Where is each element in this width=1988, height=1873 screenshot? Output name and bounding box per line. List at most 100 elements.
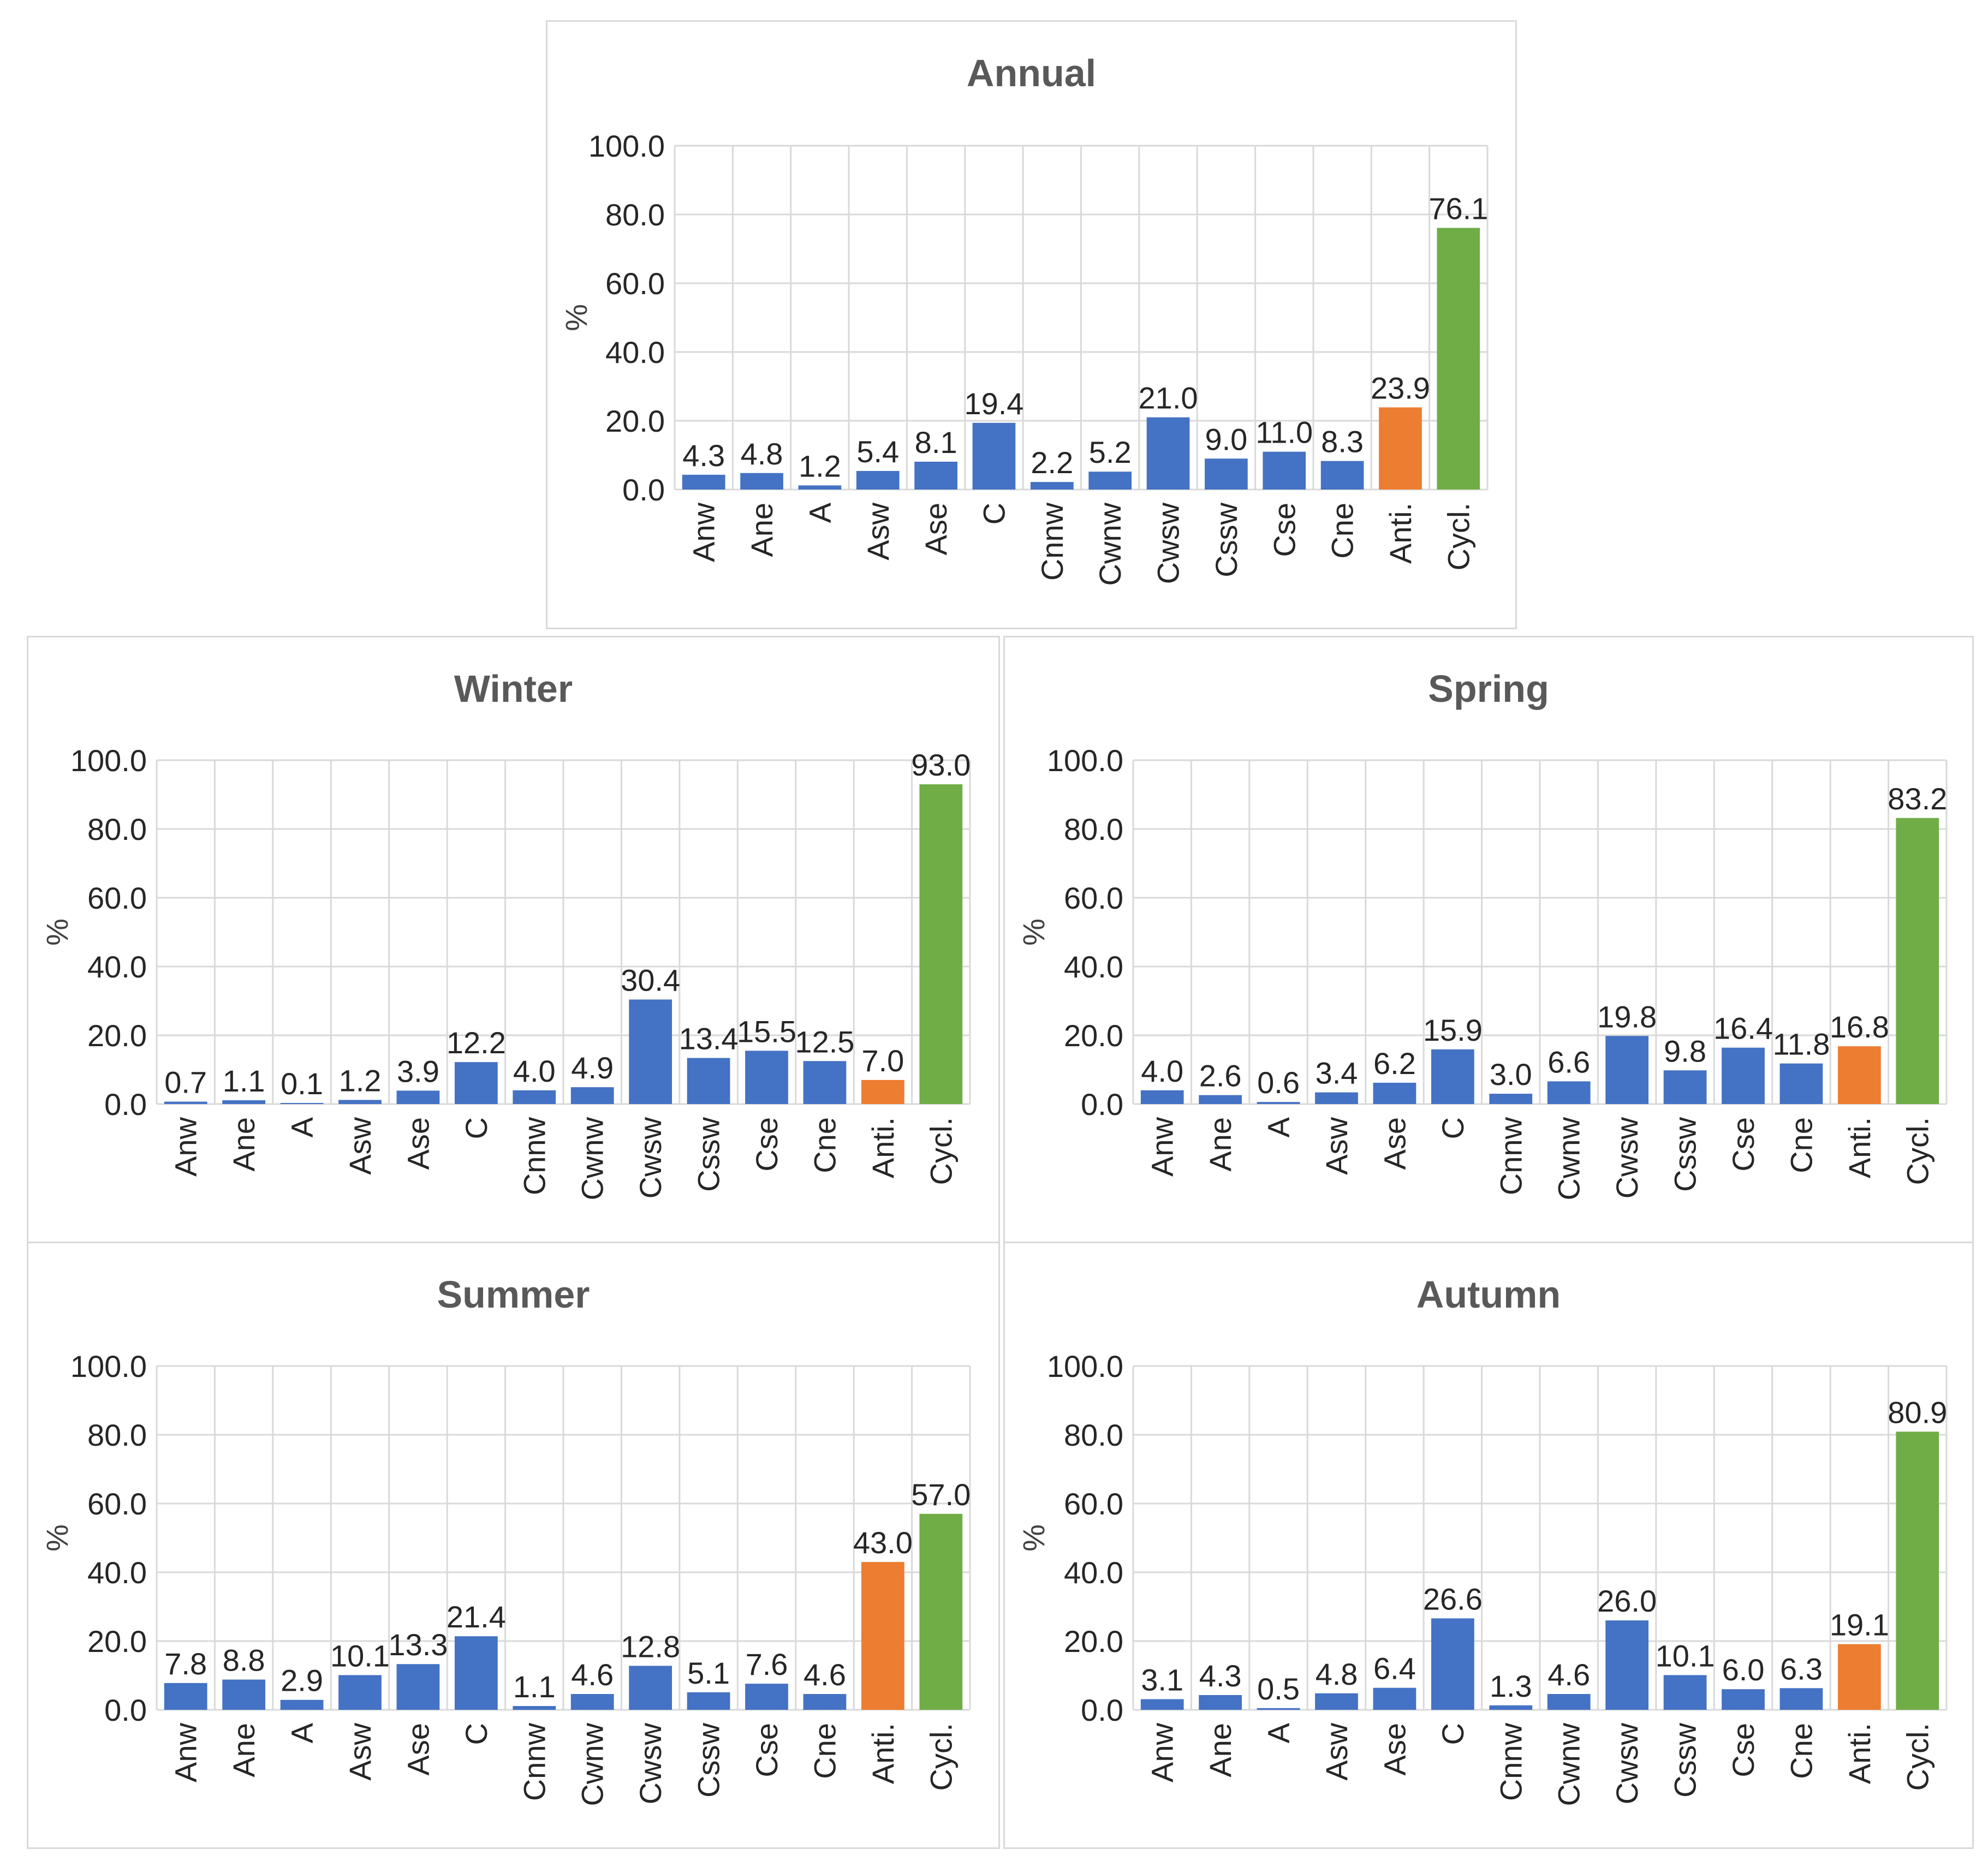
y-axis-label: % bbox=[40, 918, 74, 946]
chart-title: Summer bbox=[437, 1273, 590, 1316]
bar-anw bbox=[1140, 1699, 1184, 1710]
bar-cwsw bbox=[629, 1666, 672, 1710]
bar-cwnw bbox=[570, 1087, 614, 1104]
data-label: 1.2 bbox=[339, 1063, 382, 1097]
category-label: C bbox=[1436, 1723, 1470, 1745]
data-label: 1.3 bbox=[1490, 1669, 1532, 1703]
category-label: A bbox=[285, 1117, 319, 1137]
category-label: Cssw bbox=[692, 1117, 726, 1191]
bar-asw bbox=[338, 1100, 382, 1104]
data-label: 2.2 bbox=[1031, 445, 1073, 480]
bar-cycl bbox=[1437, 228, 1480, 490]
data-label: 1.1 bbox=[513, 1669, 556, 1704]
y-tick-label: 20.0 bbox=[1064, 1624, 1123, 1659]
category-label: Cwsw bbox=[1151, 502, 1186, 584]
category-label: Cwsw bbox=[633, 1117, 668, 1198]
bar-ane bbox=[222, 1679, 266, 1710]
data-label: 57.0 bbox=[911, 1477, 971, 1512]
category-label: Asw bbox=[343, 1722, 377, 1780]
category-label: Ase bbox=[919, 503, 953, 556]
bar-anti bbox=[1837, 1644, 1881, 1710]
bar-cne bbox=[1779, 1688, 1823, 1710]
bar-ase bbox=[914, 461, 957, 490]
bar-cycl bbox=[919, 1513, 963, 1710]
bar-ane bbox=[1199, 1095, 1242, 1104]
category-label: Cwsw bbox=[633, 1722, 668, 1804]
y-tick-label: 20.0 bbox=[1064, 1018, 1123, 1053]
bar-cwnw bbox=[1088, 472, 1132, 490]
y-tick-label: 40.0 bbox=[1064, 950, 1123, 984]
bar-cwsw bbox=[1605, 1036, 1649, 1104]
bar-ase bbox=[396, 1664, 440, 1710]
bar-cnnw bbox=[513, 1706, 556, 1710]
chart-panel-autumn: Autumn 0.0 20.0 40.0 60.0 80.0 100.0% 3.1 Anw 4.3… bbox=[1003, 1242, 1974, 1849]
y-tick-label: 80.0 bbox=[87, 1418, 147, 1452]
bar-a bbox=[798, 485, 842, 490]
bar-cycl bbox=[1896, 818, 1939, 1104]
bar-cwsw bbox=[1146, 417, 1190, 490]
data-label: 0.1 bbox=[281, 1066, 323, 1101]
bar-cse bbox=[745, 1051, 788, 1104]
category-label: Cwsw bbox=[1610, 1722, 1644, 1804]
data-label: 6.2 bbox=[1373, 1046, 1416, 1081]
category-label: C bbox=[1436, 1117, 1470, 1139]
category-label: Ane bbox=[745, 503, 779, 557]
y-tick-label: 0.0 bbox=[1081, 1087, 1123, 1122]
bar-cssw bbox=[1663, 1070, 1707, 1104]
y-tick-label: 100.0 bbox=[588, 129, 665, 163]
bar-cne bbox=[1779, 1063, 1823, 1104]
y-tick-label: 60.0 bbox=[605, 266, 665, 301]
data-label: 19.4 bbox=[964, 386, 1023, 421]
bar-cwnw bbox=[570, 1694, 614, 1710]
y-tick-label: 60.0 bbox=[87, 1487, 147, 1521]
data-label: 8.3 bbox=[1321, 425, 1364, 459]
data-label: 4.0 bbox=[513, 1054, 556, 1088]
y-tick-label: 60.0 bbox=[1064, 881, 1123, 915]
bar-asw bbox=[1315, 1693, 1358, 1710]
data-label: 0.7 bbox=[164, 1065, 207, 1100]
category-label: Cwnw bbox=[1552, 1722, 1586, 1806]
bar-anw bbox=[682, 474, 725, 490]
data-label: 7.8 bbox=[164, 1647, 207, 1681]
y-tick-label: 40.0 bbox=[605, 335, 665, 369]
y-tick-label: 60.0 bbox=[1064, 1487, 1123, 1521]
chart-panel-annual: Annual 0.0 20.0 40.0 60.0 80.0 100.0% 4.3 Anw 4.8… bbox=[546, 20, 1517, 629]
category-label: Cycl. bbox=[1900, 1117, 1935, 1185]
data-label: 21.0 bbox=[1139, 381, 1198, 415]
category-label: Cnnw bbox=[517, 1722, 551, 1801]
bar-ane bbox=[222, 1100, 266, 1104]
category-label: Cssw bbox=[692, 1722, 726, 1797]
data-label: 11.8 bbox=[1773, 1027, 1830, 1061]
category-label: Ane bbox=[1203, 1117, 1237, 1172]
data-label: 13.4 bbox=[679, 1022, 739, 1056]
category-label: Cne bbox=[1784, 1117, 1818, 1173]
data-label: 15.9 bbox=[1423, 1013, 1483, 1047]
data-label: 13.3 bbox=[388, 1627, 448, 1662]
bar-cssw bbox=[687, 1058, 730, 1104]
category-label: Cwnw bbox=[575, 1722, 610, 1806]
y-tick-label: 20.0 bbox=[87, 1018, 147, 1053]
data-label: 4.9 bbox=[571, 1051, 614, 1085]
data-label: 83.2 bbox=[1888, 782, 1947, 816]
category-label: Cssw bbox=[1209, 502, 1243, 577]
category-label: C bbox=[459, 1117, 493, 1139]
bar-chart-autumn: Autumn 0.0 20.0 40.0 60.0 80.0 100.0% 3.1 Anw 4.3… bbox=[1016, 1273, 1948, 1806]
data-label: 4.0 bbox=[1141, 1054, 1183, 1088]
category-label: Anw bbox=[1145, 1117, 1180, 1176]
bar-c bbox=[454, 1636, 498, 1710]
bar-cssw bbox=[687, 1692, 730, 1710]
category-label: Ane bbox=[227, 1723, 261, 1777]
data-label: 15.5 bbox=[737, 1014, 796, 1048]
y-tick-label: 100.0 bbox=[1047, 743, 1123, 778]
bar-cse bbox=[745, 1684, 788, 1710]
data-label: 0.5 bbox=[1257, 1672, 1300, 1706]
category-label: Asw bbox=[861, 502, 895, 560]
bar-cnnw bbox=[1489, 1094, 1533, 1104]
data-label: 19.8 bbox=[1597, 999, 1657, 1034]
category-label: Cse bbox=[749, 1723, 784, 1777]
category-label: Cse bbox=[1267, 503, 1301, 557]
bar-cwnw bbox=[1547, 1081, 1591, 1104]
bar-ase bbox=[396, 1090, 440, 1104]
category-label: Asw bbox=[343, 1117, 377, 1174]
data-label: 1.2 bbox=[799, 449, 841, 483]
